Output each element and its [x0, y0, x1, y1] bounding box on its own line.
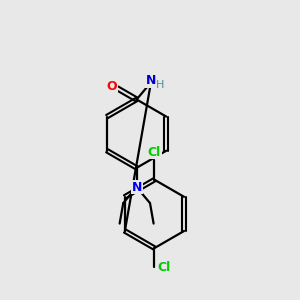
Text: H: H	[156, 80, 165, 90]
Text: N: N	[131, 181, 142, 194]
Text: N: N	[146, 74, 156, 87]
Text: Cl: Cl	[157, 261, 171, 274]
Text: O: O	[107, 80, 117, 93]
Text: Cl: Cl	[148, 146, 161, 159]
